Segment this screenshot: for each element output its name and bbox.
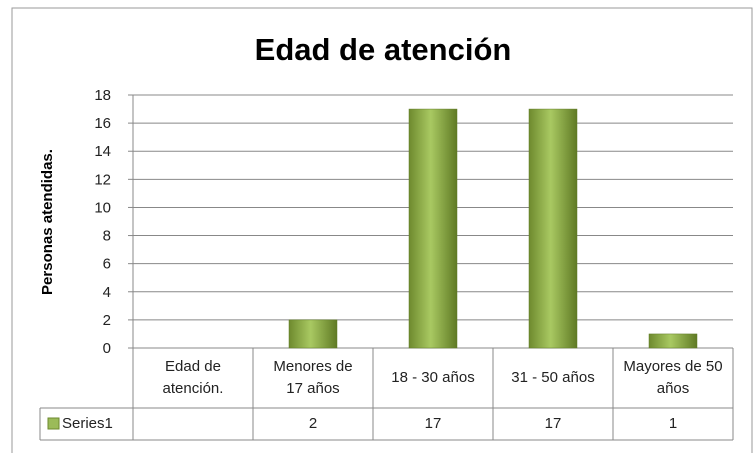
bar <box>408 108 458 349</box>
bar <box>288 319 338 349</box>
chart-frame <box>11 7 753 453</box>
table-value: 17 <box>544 415 562 432</box>
x-tick-label: Menores de 17 años <box>273 358 353 397</box>
table-value <box>133 408 253 440</box>
bar <box>528 108 578 349</box>
y-tick-label: 10 <box>94 199 111 216</box>
x-tick-label: Edad de atención. <box>162 358 224 397</box>
x-tick-label: Mayores de 50 años <box>623 358 723 397</box>
y-tick-label: 12 <box>94 171 111 188</box>
x-tick-label: 18 - 30 años <box>391 369 475 386</box>
x-tick-label: 31 - 50 años <box>511 369 595 386</box>
table-value: 1 <box>668 415 678 432</box>
legend-label: Series1 <box>62 415 113 432</box>
y-tick-label: 4 <box>103 284 111 301</box>
table-value: 2 <box>308 415 318 432</box>
y-tick-label: 0 <box>103 340 111 357</box>
y-tick-label: 14 <box>94 143 111 160</box>
y-tick-label: 6 <box>103 256 111 273</box>
bar <box>648 333 698 349</box>
y-tick-label: 16 <box>94 115 111 132</box>
y-tick-label: 8 <box>103 228 111 245</box>
y-tick-label: 2 <box>103 312 111 329</box>
legend-key <box>47 417 60 430</box>
table-value: 17 <box>424 415 442 432</box>
y-axis-label: Personas atendidas. <box>39 149 56 295</box>
y-tick-label: 18 <box>94 87 111 104</box>
chart-title: Edad de atención <box>255 32 512 67</box>
